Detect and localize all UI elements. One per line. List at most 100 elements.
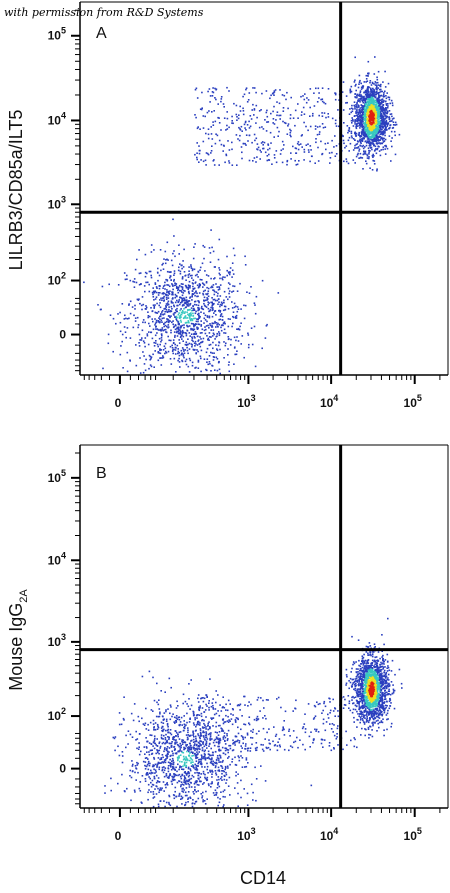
event-point bbox=[366, 111, 369, 114]
event-point bbox=[318, 131, 321, 133]
event-point bbox=[377, 87, 379, 89]
event-point bbox=[181, 788, 183, 790]
event-point bbox=[149, 355, 152, 358]
event-point bbox=[208, 355, 211, 357]
event-point bbox=[374, 138, 377, 140]
event-point bbox=[384, 132, 386, 134]
event-point bbox=[214, 310, 216, 313]
event-point bbox=[364, 121, 367, 123]
event-point bbox=[348, 136, 351, 139]
event-point bbox=[358, 132, 360, 135]
event-point bbox=[365, 97, 367, 100]
event-point bbox=[214, 789, 217, 791]
event-point bbox=[174, 790, 176, 793]
event-point bbox=[183, 781, 185, 783]
event-point bbox=[199, 269, 201, 271]
event-point bbox=[360, 88, 363, 90]
event-point bbox=[150, 709, 153, 711]
event-point bbox=[169, 345, 172, 348]
event-point bbox=[231, 749, 234, 752]
event-point bbox=[382, 694, 385, 696]
event-point bbox=[273, 105, 275, 108]
event-point bbox=[244, 120, 247, 123]
event-point bbox=[319, 125, 321, 128]
event-point bbox=[360, 95, 362, 98]
event-point bbox=[350, 130, 353, 133]
event-point bbox=[171, 775, 173, 778]
event-point bbox=[364, 130, 366, 133]
event-point bbox=[153, 777, 156, 780]
event-point bbox=[206, 776, 209, 779]
event-point bbox=[384, 124, 386, 127]
event-point bbox=[191, 755, 193, 757]
event-point bbox=[182, 353, 184, 356]
event-point bbox=[224, 161, 226, 164]
event-point bbox=[179, 263, 181, 265]
event-point bbox=[302, 95, 304, 97]
event-point bbox=[219, 318, 222, 321]
event-point bbox=[164, 288, 166, 290]
event-point bbox=[175, 719, 178, 722]
event-point bbox=[169, 804, 172, 807]
event-point bbox=[99, 308, 102, 311]
event-point bbox=[371, 100, 374, 102]
event-point bbox=[373, 155, 375, 157]
event-point bbox=[181, 299, 183, 301]
event-point bbox=[130, 712, 133, 715]
event-point bbox=[368, 142, 370, 144]
event-point bbox=[358, 104, 360, 107]
event-point bbox=[269, 97, 271, 100]
event-point bbox=[372, 135, 374, 138]
event-point bbox=[211, 301, 213, 304]
event-point bbox=[297, 117, 299, 119]
event-point bbox=[210, 762, 213, 764]
event-point bbox=[251, 743, 253, 746]
event-point bbox=[206, 297, 208, 299]
event-point bbox=[144, 722, 147, 725]
event-point bbox=[378, 91, 381, 94]
event-point bbox=[167, 728, 170, 731]
event-point bbox=[218, 334, 221, 337]
event-point bbox=[379, 110, 382, 113]
event-point bbox=[137, 762, 139, 765]
event-point bbox=[164, 310, 166, 313]
event-point bbox=[360, 107, 362, 109]
event-point bbox=[379, 115, 382, 118]
event-point bbox=[137, 299, 140, 301]
event-point bbox=[208, 700, 210, 702]
event-point bbox=[169, 704, 172, 706]
event-point bbox=[371, 124, 373, 126]
event-point bbox=[114, 749, 116, 752]
event-point bbox=[217, 757, 220, 760]
event-point bbox=[181, 751, 183, 754]
event-point bbox=[183, 723, 186, 726]
event-point bbox=[145, 728, 148, 730]
event-point bbox=[188, 290, 190, 293]
x-tick-label: 0 bbox=[115, 396, 122, 410]
event-point bbox=[286, 133, 289, 135]
event-point bbox=[179, 270, 182, 273]
event-point bbox=[303, 159, 305, 161]
event-point bbox=[227, 308, 230, 310]
event-point bbox=[158, 321, 161, 324]
panel-a-y-axis-title: LILRB3/CD85a/ILT5 bbox=[6, 110, 26, 271]
event-point bbox=[262, 128, 265, 130]
event-point bbox=[210, 306, 212, 309]
event-point bbox=[208, 339, 210, 341]
event-point bbox=[367, 126, 370, 129]
event-point bbox=[199, 776, 202, 779]
event-point bbox=[229, 271, 231, 274]
event-point bbox=[204, 159, 207, 162]
event-point bbox=[181, 740, 183, 743]
event-point bbox=[194, 348, 196, 351]
event-point bbox=[370, 96, 373, 98]
event-point bbox=[231, 164, 234, 166]
event-point bbox=[166, 289, 168, 291]
event-point bbox=[205, 325, 208, 327]
y-tick-label-base: 0 bbox=[59, 328, 66, 342]
event-point bbox=[242, 107, 244, 110]
event-point bbox=[164, 324, 167, 327]
event-point bbox=[190, 327, 192, 330]
event-point bbox=[364, 93, 367, 96]
event-point bbox=[188, 774, 191, 777]
